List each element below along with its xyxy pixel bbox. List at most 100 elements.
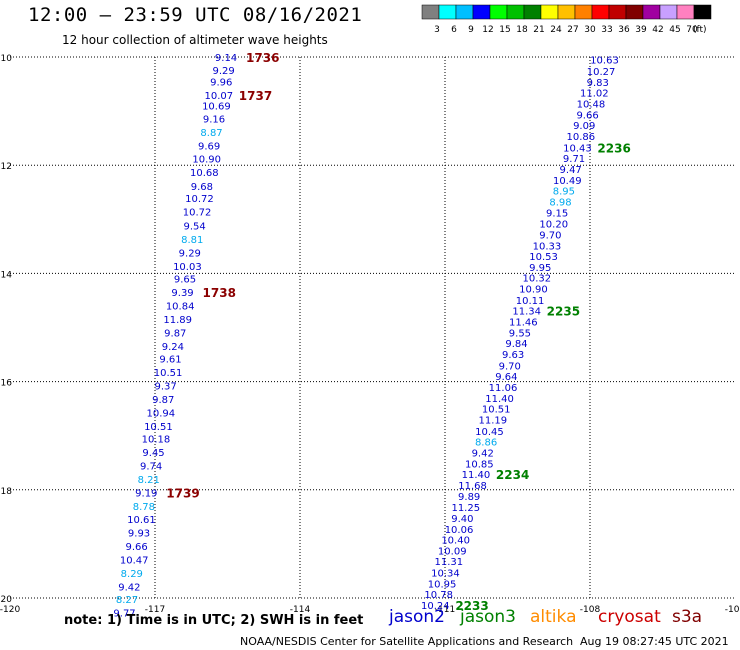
wave-height-value: 10.45 (475, 427, 504, 438)
wave-height-value: 8.27 (116, 595, 138, 606)
wave-height-value: 10.90 (519, 285, 548, 296)
legend-bin-label: 39 (635, 25, 647, 35)
wave-height-value: 10.51 (482, 405, 511, 416)
wave-height-value: 10.69 (202, 102, 231, 113)
wave-height-value: 9.68 (191, 182, 213, 193)
wave-height-value: 9.24 (162, 342, 184, 353)
wave-height-value: 10.78 (424, 590, 453, 601)
wave-height-value: 9.16 (203, 115, 225, 126)
y-tick-label: 12 (1, 162, 12, 172)
y-tick-label: 18 (1, 487, 13, 497)
wave-height-value: 9.63 (502, 350, 524, 361)
wave-height-value: 9.89 (458, 492, 480, 503)
wave-height-value: 9.93 (128, 529, 150, 540)
legend-swatch (659, 4, 678, 20)
wave-height-value: 10.94 (146, 408, 175, 419)
wave-height-value: 11.25 (451, 503, 480, 514)
legend-s3a: s3a (672, 607, 703, 627)
wave-height-value: 9.42 (118, 583, 140, 594)
wave-height-value: 9.19 (135, 489, 157, 500)
wave-height-value: 11.68 (458, 481, 487, 492)
legend-bin-label: 42 (652, 25, 663, 35)
legend-bin-label: 9 (468, 25, 474, 35)
wave-height-value: 10.84 (166, 301, 195, 312)
wave-height-value: 10.61 (127, 515, 156, 526)
legend-bin-label: 30 (584, 25, 596, 35)
wave-height-value: 8.81 (181, 235, 203, 246)
legend-swatch (489, 4, 508, 20)
time-label: 2236 (597, 141, 630, 155)
legend-bin-label: 70 (686, 25, 698, 35)
wave-height-value: 8.95 (553, 187, 575, 198)
x-tick-label: -111 (435, 605, 455, 615)
legend-bin-label: 12 (482, 25, 493, 35)
x-tick-label: -120 (0, 605, 20, 615)
time-label: 1738 (203, 286, 236, 300)
wave-height-value: 8.87 (200, 128, 222, 139)
legend-swatch (455, 4, 474, 20)
wave-height-value: 10.48 (577, 100, 606, 111)
wave-height-value: 8.78 (133, 502, 155, 513)
wave-height-value: 10.72 (185, 194, 214, 205)
wave-height-value: 9.71 (563, 154, 585, 165)
wave-height-value: 9.29 (213, 66, 235, 77)
wave-height-value: 9.70 (499, 361, 521, 372)
wave-height-value: 9.15 (546, 208, 568, 219)
units-note: note: 1) Time is in UTC; 2) SWH is in fe… (64, 613, 364, 628)
wave-height-value: 9.83 (587, 78, 609, 89)
wave-height-value: 10.07 (204, 91, 233, 102)
legend-swatch (421, 4, 440, 20)
wave-height-value: 9.39 (171, 288, 193, 299)
wave-height-value: 9.77 (113, 609, 135, 620)
wave-height-value: 11.34 (512, 307, 541, 318)
generated-timestamp: Aug 19 08:27:45 UTC 2021 (580, 635, 729, 648)
wave-height-value: 10.90 (192, 155, 221, 166)
legend-bin-label: 33 (601, 25, 612, 35)
time-label: 2233 (455, 599, 488, 613)
legend-swatch (557, 4, 576, 20)
wave-height-value: 8.86 (475, 438, 497, 449)
wave-height-value: 11.40 (462, 470, 491, 481)
legend-bin-label: 45 (669, 25, 680, 35)
legend-jason2: jason2 (389, 607, 445, 627)
wave-height-value: 9.95 (529, 263, 551, 274)
wave-height-value: 9.47 (560, 165, 582, 176)
wave-height-value: 10.47 (120, 556, 149, 567)
wave-height-value: 10.18 (142, 434, 171, 445)
legend-bin-label: 24 (550, 25, 562, 35)
wave-height-value: 10.27 (587, 67, 616, 78)
wave-height-value: 9.66 (126, 542, 148, 553)
legend-bin-label: 21 (533, 25, 544, 35)
wave-height-value: 9.45 (142, 448, 164, 459)
legend-swatch (591, 4, 610, 20)
wave-height-value: 9.09 (573, 121, 595, 132)
wave-height-value: 9.61 (159, 354, 181, 365)
x-tick-label: -108 (580, 605, 601, 615)
wave-height-value: 8.29 (121, 569, 143, 580)
wave-height-value: 9.37 (155, 381, 177, 392)
wave-height-value: 10.49 (553, 176, 582, 187)
legend-swatch (472, 4, 491, 20)
wave-height-value: 10.72 (183, 208, 212, 219)
legend-jason3: jason3 (460, 607, 516, 627)
wave-height-value: 10.24 (421, 601, 450, 612)
wave-height-value: 9.96 (210, 77, 232, 88)
wave-height-value: 9.69 (198, 142, 220, 153)
time-label: 2234 (496, 468, 529, 482)
wave-height-value: 11.31 (435, 557, 464, 568)
wave-height-value: 9.40 (451, 514, 473, 525)
wave-height-value: 11.46 (509, 318, 538, 329)
wave-height-value: 9.84 (505, 339, 527, 350)
time-label: 1739 (166, 487, 199, 501)
wave-height-value: 9.66 (576, 110, 598, 121)
wave-height-value: 11.89 (163, 315, 192, 326)
wave-height-value: 10.63 (590, 56, 619, 67)
legend-unit-label: (ft) (693, 25, 707, 35)
time-label: 1737 (239, 89, 272, 103)
wave-height-value: 10.85 (465, 459, 494, 470)
wave-height-value: 11.06 (489, 383, 518, 394)
time-label: 2235 (547, 305, 580, 319)
wave-height-value: 8.98 (549, 197, 571, 208)
wave-height-value: 10.40 (441, 536, 470, 547)
